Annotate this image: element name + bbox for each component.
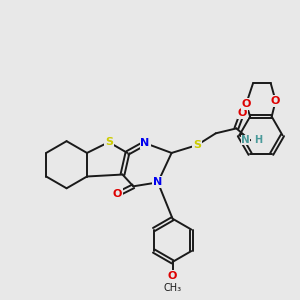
Text: O: O [113,189,122,199]
Text: O: O [271,96,280,106]
Text: H: H [254,135,262,145]
Text: S: S [193,140,201,150]
Text: CH₃: CH₃ [164,284,181,293]
Text: S: S [105,137,113,147]
Text: O: O [242,99,251,109]
Text: N: N [140,138,150,148]
Text: O: O [238,108,247,118]
Text: N: N [153,177,163,188]
Text: O: O [168,271,177,281]
Text: N: N [242,135,250,145]
